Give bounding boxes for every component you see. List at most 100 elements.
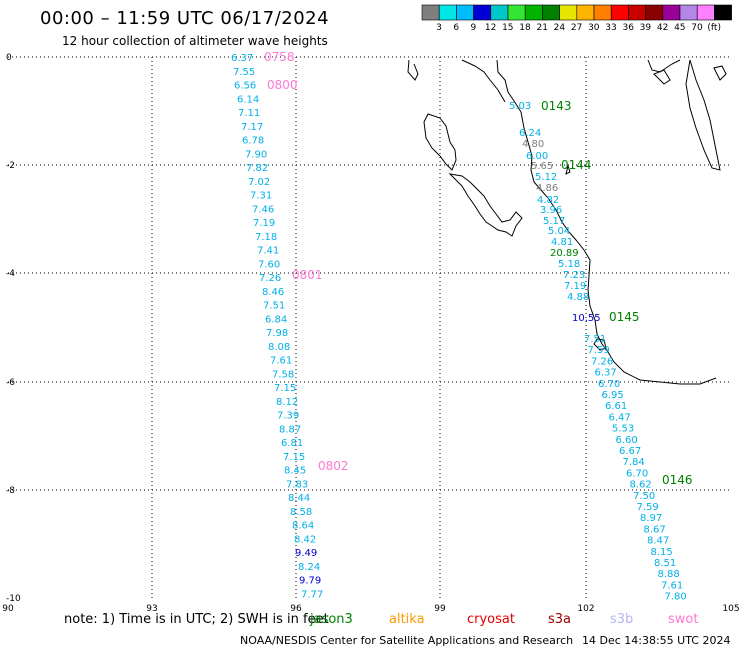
wave-height-label: 7.90 (245, 149, 267, 160)
wave-height-label: 7.15 (283, 452, 305, 463)
wave-height-label: 8.62 (630, 480, 652, 491)
color-tick-label: 36 (622, 23, 634, 33)
color-tick-label: 27 (571, 23, 582, 33)
satellite-legend-item: swot (668, 612, 699, 627)
wave-height-label: 3.96 (540, 205, 562, 216)
wave-height-label: 7.19 (253, 218, 275, 229)
wave-height-label: 4.82 (537, 195, 559, 206)
color-tick-label: 18 (519, 23, 531, 33)
y-axis-label: -8 (6, 486, 15, 496)
wave-height-label: 8.08 (268, 342, 290, 353)
wave-height-label: 10.55 (572, 313, 601, 324)
wave-height-label: 7.39 (277, 411, 299, 422)
color-tick-label: 42 (657, 23, 668, 33)
pass-time-label: 0144 (561, 158, 592, 172)
color-swatch (421, 4, 440, 21)
color-tick-label: 21 (536, 23, 547, 33)
wave-height-label: 7.15 (274, 383, 296, 394)
wave-height-label: 7.61 (661, 580, 683, 591)
note-text: note: 1) Time is in UTC; 2) SWH is in fe… (64, 612, 329, 627)
color-swatch (576, 4, 595, 21)
wave-height-label: 7.98 (266, 328, 288, 339)
coastline (407, 59, 727, 385)
wave-height-label: 7.51 (263, 301, 285, 312)
wave-height-label: 7.82 (246, 163, 268, 174)
color-swatch (679, 4, 698, 21)
color-legend: 3 6 9 12 15 18 21 24 27 30 33 36 39 42 45 70 (ft) (421, 4, 732, 33)
wave-height-label: 5.03 (509, 101, 531, 112)
color-swatch (473, 4, 492, 21)
wave-height-label: 7.83 (286, 479, 308, 490)
wave-height-label: 7.84 (623, 457, 645, 468)
x-axis-label: 105 (722, 604, 739, 614)
wave-height-label: 7.19 (564, 281, 586, 292)
satellite-legend-item: altika (389, 612, 425, 627)
x-axis-label: 96 (290, 604, 302, 614)
pass-time-label: 0146 (662, 473, 693, 487)
color-swatch (593, 4, 612, 21)
wave-height-label: 8.46 (262, 287, 284, 298)
color-swatch (662, 4, 681, 21)
y-axis-label: -10 (6, 594, 21, 604)
color-swatch (610, 4, 629, 21)
wave-height-label: 7.77 (301, 589, 323, 600)
x-axis-label: 93 (146, 604, 157, 614)
wave-height-label: 7.41 (257, 246, 279, 257)
pass-time-label: 0802 (318, 459, 349, 473)
credit-text: NOAA/NESDIS Center for Satellite Applica… (240, 634, 574, 647)
satellite-legend-item: cryosat (467, 612, 515, 627)
pass-time-label: 0801 (292, 268, 323, 282)
wave-height-label: 8.15 (651, 547, 673, 558)
wave-height-label: 7.50 (633, 491, 655, 502)
color-swatch (524, 4, 543, 21)
track-labels: 6.37 7.55 6.56 6.14 7.11 7.17 6.78 7.90 7.82 7.02… (231, 50, 693, 603)
color-swatch (507, 4, 526, 21)
wave-height-label: 9.49 (295, 548, 317, 559)
wave-height-label: 8.64 (292, 521, 314, 532)
wave-height-label: 6.84 (265, 314, 287, 325)
color-tick-label: 3 (436, 23, 442, 33)
wave-height-label: 7.23 (563, 270, 585, 281)
color-swatch (490, 4, 509, 21)
wave-height-label: 6.61 (605, 401, 627, 412)
wave-height-label: 8.67 (644, 524, 666, 535)
page-subtitle: 12 hour collection of altimeter wave hei… (62, 34, 328, 48)
wave-height-label: 8.97 (640, 513, 662, 524)
wave-height-label: 8.42 (294, 534, 316, 545)
color-swatch (559, 4, 578, 21)
wave-height-label: 8.12 (276, 397, 298, 408)
pass-time-label: 0145 (609, 310, 640, 324)
color-tick-label: 39 (640, 23, 652, 33)
y-axis-label: -2 (6, 161, 15, 171)
wave-height-label: 8.51 (654, 558, 676, 569)
pass-time-label: 0758 (264, 50, 295, 64)
wave-height-label: 4.86 (536, 183, 558, 194)
wave-height-label: 8.58 (290, 507, 312, 518)
wave-height-label: 7.02 (248, 177, 270, 188)
color-tick-label: 70 (691, 23, 703, 33)
wave-height-label: 8.24 (298, 562, 320, 573)
wave-height-label: 6.47 (609, 412, 631, 423)
page-title: 00:00 – 11:59 UTC 06/17/2024 (40, 8, 330, 29)
wave-height-label: 4.88 (567, 292, 589, 303)
color-tick-label: (ft) (707, 23, 721, 33)
color-tick-label: 9 (471, 23, 477, 33)
x-axis-label: 102 (577, 604, 594, 614)
wave-height-label: 8.45 (284, 466, 306, 477)
color-tick-label: 30 (588, 23, 600, 33)
wave-height-label: 7.26 (259, 273, 281, 284)
wave-height-label: 6.67 (619, 446, 641, 457)
wave-height-label: 7.59 (637, 502, 659, 513)
wave-height-label: 4.80 (522, 139, 544, 150)
wave-height-label: 7.60 (258, 259, 280, 270)
wave-height-label: 8.88 (658, 569, 680, 580)
wave-height-label: 6.95 (602, 390, 624, 401)
wave-height-label: 7.26 (591, 356, 613, 367)
wave-height-label: 7.59 (588, 345, 610, 356)
wave-height-label: 9.79 (299, 576, 321, 587)
wave-height-label: 6.81 (281, 438, 303, 449)
wave-height-label: 8.47 (647, 536, 669, 547)
color-tick-label: 45 (674, 23, 685, 33)
wave-height-label: 6.70 (626, 468, 648, 479)
